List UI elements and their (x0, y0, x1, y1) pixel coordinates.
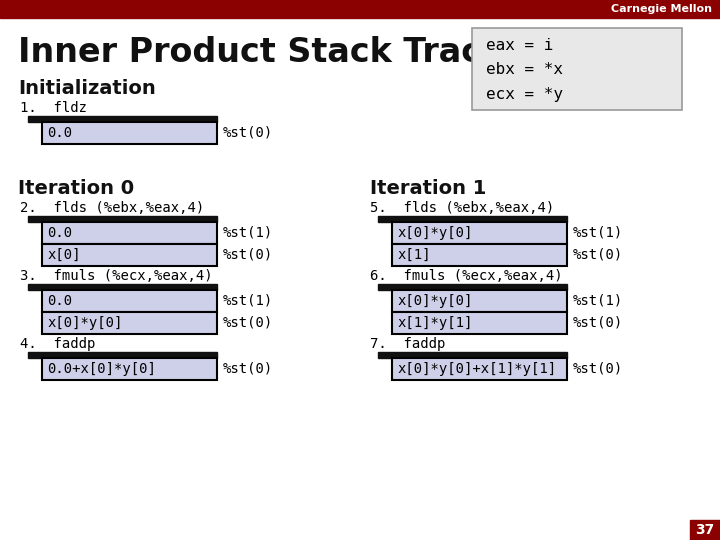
Text: Initialization: Initialization (18, 78, 156, 98)
Text: %st(0): %st(0) (573, 316, 624, 330)
Text: %st(0): %st(0) (573, 362, 624, 376)
Text: x[0]*y[0]+x[1]*y[1]: x[0]*y[0]+x[1]*y[1] (397, 362, 556, 376)
Text: 2.  flds (%ebx,%eax,4): 2. flds (%ebx,%eax,4) (20, 201, 204, 215)
Text: 6.  fmuls (%ecx,%eax,4): 6. fmuls (%ecx,%eax,4) (370, 269, 562, 283)
Text: 3.  fmuls (%ecx,%eax,4): 3. fmuls (%ecx,%eax,4) (20, 269, 212, 283)
Bar (378, 216, 567, 222)
Text: 0.0: 0.0 (47, 126, 72, 140)
Text: %st(0): %st(0) (223, 126, 274, 140)
Text: 0.0: 0.0 (47, 294, 72, 308)
Bar (28, 116, 217, 122)
Text: %st(1): %st(1) (223, 226, 274, 240)
Bar (42, 222, 217, 244)
Text: eax = i: eax = i (486, 38, 554, 53)
Bar (42, 312, 217, 334)
Text: 37: 37 (696, 523, 715, 537)
Bar (42, 122, 217, 144)
Text: 1.  fldz: 1. fldz (20, 101, 87, 115)
Bar (28, 352, 217, 358)
Text: Inner Product Stack Trace: Inner Product Stack Trace (18, 36, 503, 69)
Text: ebx = *x: ebx = *x (486, 63, 563, 78)
Bar (690, 520, 720, 540)
Text: %st(1): %st(1) (573, 226, 624, 240)
Bar (392, 244, 567, 266)
Text: 4.  faddp: 4. faddp (20, 337, 95, 351)
Bar (392, 312, 567, 334)
Bar (378, 284, 567, 290)
Bar (392, 358, 567, 380)
Text: ecx = *y: ecx = *y (486, 86, 563, 102)
Text: x[0]*y[0]: x[0]*y[0] (397, 226, 472, 240)
Text: x[0]: x[0] (47, 248, 81, 262)
Bar (28, 216, 217, 222)
Text: x[0]*y[0]: x[0]*y[0] (47, 316, 122, 330)
Text: %st(1): %st(1) (223, 294, 274, 308)
Text: %st(0): %st(0) (223, 316, 274, 330)
Text: x[1]: x[1] (397, 248, 431, 262)
Bar (0, 0, 720, 18)
Text: Carnegie Mellon: Carnegie Mellon (611, 4, 712, 14)
Text: Iteration 0: Iteration 0 (18, 179, 134, 198)
Text: 7.  faddp: 7. faddp (370, 337, 446, 351)
Bar (392, 290, 567, 312)
Bar (392, 222, 567, 244)
Text: %st(0): %st(0) (573, 248, 624, 262)
Bar (42, 244, 217, 266)
Text: x[1]*y[1]: x[1]*y[1] (397, 316, 472, 330)
Bar (42, 358, 217, 380)
Text: Iteration 1: Iteration 1 (370, 179, 487, 198)
Text: 5.  flds (%ebx,%eax,4): 5. flds (%ebx,%eax,4) (370, 201, 554, 215)
Bar (28, 284, 217, 290)
Bar (472, 28, 682, 110)
Bar (42, 290, 217, 312)
Text: 0.0+x[0]*y[0]: 0.0+x[0]*y[0] (47, 362, 156, 376)
Text: %st(0): %st(0) (223, 248, 274, 262)
Text: 0.0: 0.0 (47, 226, 72, 240)
Text: %st(1): %st(1) (573, 294, 624, 308)
Text: x[0]*y[0]: x[0]*y[0] (397, 294, 472, 308)
Text: %st(0): %st(0) (223, 362, 274, 376)
Bar (378, 352, 567, 358)
